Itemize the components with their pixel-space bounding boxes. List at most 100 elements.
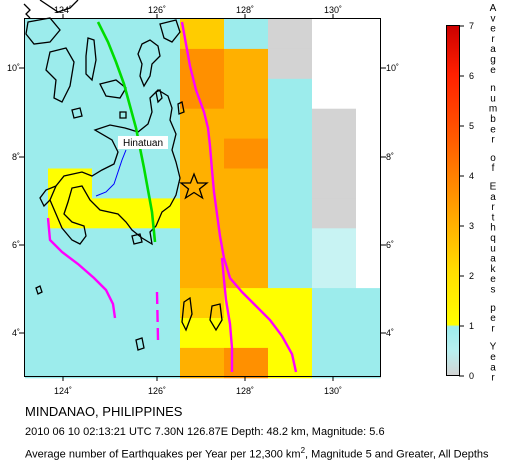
- small-island-1: [135, 337, 145, 351]
- legend-title-letter: v: [491, 13, 496, 24]
- grid-cell: [356, 347, 380, 379]
- lon-tick-top-130: 130˚: [324, 5, 342, 15]
- grid-cell: [25, 19, 48, 50]
- grid-cell: [180, 228, 224, 259]
- siargao-coast: [177, 101, 185, 115]
- leyte-coast: [137, 39, 161, 88]
- legend-title-letter: Y: [490, 342, 497, 353]
- legend-title-letter: a: [490, 44, 496, 55]
- lat-tick-right-6: 6˚: [386, 240, 394, 250]
- average-caption-suffix: , Magnitude 5 and Greater, All Depths: [305, 448, 489, 461]
- grid-cell: [356, 318, 380, 349]
- grid-cell: [224, 347, 268, 379]
- grid-cell: [224, 168, 268, 199]
- grid-cell: [92, 228, 136, 259]
- region-title: MINDANAO, PHILIPPINES: [25, 404, 183, 419]
- sarangani-coast: [131, 233, 143, 245]
- small-island-2: [35, 285, 43, 295]
- nw-coast: [39, 0, 79, 13]
- legend-tick-label: 1: [469, 321, 474, 331]
- grid-cell: [48, 288, 92, 319]
- sangihe-boundary: [220, 257, 234, 372]
- legend-title-letter: b: [490, 114, 496, 125]
- legend-tick-label: 4: [469, 171, 474, 181]
- grid-cell: [268, 288, 312, 319]
- cotabato-trench: [46, 217, 117, 319]
- legend-tick-label: 3: [469, 221, 474, 231]
- legend-title-letter: A: [490, 3, 497, 14]
- grid-cell: [224, 288, 268, 319]
- lon-tick-top-128: 128˚: [236, 5, 254, 15]
- cebu-coast: [85, 37, 97, 82]
- grid-cell: [25, 318, 48, 349]
- lat-tick-left-8: 8˚: [12, 152, 20, 162]
- legend-title-letter: r: [491, 34, 495, 45]
- bohol-coast: [99, 79, 127, 99]
- legend-title-letter: E: [490, 182, 497, 193]
- lat-tick-left-10: 10˚: [7, 63, 20, 73]
- grid-cell: [312, 138, 356, 169]
- legend-tick-label: 7: [469, 21, 474, 31]
- grid-cell: [25, 78, 48, 110]
- grid-cell: [268, 108, 312, 140]
- grid-cell: [25, 228, 48, 259]
- legend-color-bar: [446, 25, 460, 376]
- grid-cell: [180, 108, 224, 140]
- grid-cell: [25, 168, 48, 199]
- average-caption-superscript: 2: [300, 446, 306, 455]
- legend-title-letter: u: [490, 93, 496, 104]
- grid-cell: [25, 258, 48, 289]
- legend-title-letter: r: [491, 373, 495, 384]
- grid-cell: [268, 48, 312, 80]
- city-label-hinatuan: Hinatuan: [123, 138, 163, 149]
- grid-cell: [48, 198, 92, 229]
- grid-cell: [312, 228, 356, 259]
- grid-cell: [268, 19, 312, 50]
- grid-cell: [268, 168, 312, 199]
- grid-cell: [48, 108, 92, 140]
- grid-cell: [268, 78, 312, 110]
- seismicity-map: 124˚ 126˚ 128˚ 130˚ 124˚ 126˚ 128˚ 130˚ …: [7, 0, 497, 396]
- grid-cell: [224, 19, 268, 50]
- grid-cell: [48, 228, 92, 259]
- legend-title-letter: m: [489, 104, 497, 115]
- legend-title-letter: q: [490, 233, 496, 244]
- legend-title-letter: a: [490, 362, 496, 373]
- grid-cell: [180, 19, 224, 50]
- samar-coast: [159, 19, 181, 43]
- grid-cell: [136, 48, 180, 80]
- legend-title-letter: e: [490, 313, 496, 324]
- grid-cell: [136, 198, 180, 229]
- grid-cell: [92, 318, 136, 349]
- grid-cell: [48, 258, 92, 289]
- grid-cell: [48, 318, 92, 349]
- grid-cell: [136, 108, 180, 140]
- legend-tick-label: 2: [469, 271, 474, 281]
- grid-cell: [48, 347, 92, 379]
- map-ticks: [19, 14, 386, 381]
- grid-cell: [180, 138, 224, 169]
- dinagat-coast: [155, 89, 163, 104]
- lat-tick-right-8: 8˚: [386, 152, 394, 162]
- grid-cell: [25, 48, 48, 80]
- lat-tick-right-4: 4˚: [386, 328, 394, 338]
- legend-title-letter: r: [491, 323, 495, 334]
- legend-tick-label: 5: [469, 121, 474, 131]
- map-frame: [24, 18, 381, 377]
- grid-cell: [25, 138, 48, 169]
- grid-cell: [312, 108, 356, 140]
- plate-boundaries: [46, 21, 298, 373]
- epicenter-star-icon: [179, 172, 209, 200]
- grid-cell: [180, 318, 224, 349]
- mindanao-coast: [49, 89, 181, 246]
- grid-cell: [312, 347, 356, 379]
- grid-cell: [136, 347, 180, 379]
- grid-cell: [136, 228, 180, 259]
- lon-tick-top-126: 126˚: [148, 5, 166, 15]
- sangihe-island: [181, 296, 193, 332]
- siquijor-coast: [71, 107, 83, 119]
- legend-title-letter: t: [492, 212, 495, 223]
- talaud-island: [209, 303, 223, 332]
- grid-cell: [180, 288, 224, 319]
